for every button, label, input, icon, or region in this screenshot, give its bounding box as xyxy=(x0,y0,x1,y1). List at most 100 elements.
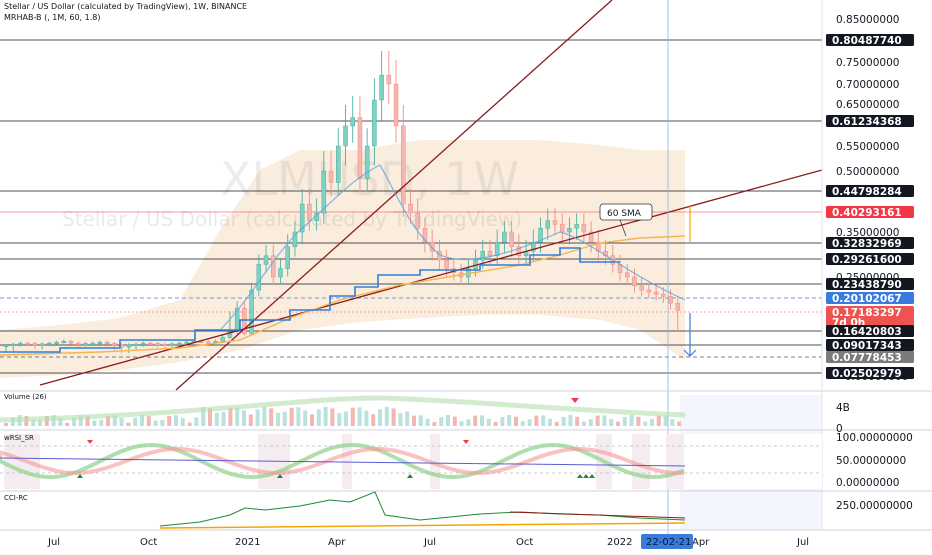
time-label: 2022 xyxy=(607,537,632,548)
volume-bar xyxy=(629,415,634,426)
candle-body xyxy=(567,227,572,233)
wrsi-marker xyxy=(577,474,583,478)
candle-body xyxy=(140,342,146,345)
volume-bar xyxy=(486,418,491,426)
wrsi-scale-label: 0.00000000 xyxy=(836,477,899,489)
volume-bar xyxy=(133,417,138,426)
volume-bar xyxy=(194,417,199,426)
time-label: Apr xyxy=(328,537,346,548)
time-label: Apr xyxy=(692,537,710,548)
candle-body xyxy=(487,250,493,256)
watermark-name: Stellar / US Dollar (calculated by Tradi… xyxy=(62,207,522,231)
candle-body xyxy=(336,145,341,183)
price-badge-label: 0.80487740 xyxy=(832,35,902,47)
volume-bar xyxy=(588,419,593,426)
volume-bar xyxy=(663,415,668,426)
volume-bar xyxy=(85,416,90,426)
wrsi-label: wRSI_SR xyxy=(4,434,34,442)
price-badge xyxy=(826,237,914,249)
volume-bar xyxy=(255,409,260,426)
volume-bar xyxy=(337,412,342,426)
volume-bar xyxy=(112,415,117,426)
volume-bar xyxy=(520,421,525,426)
volume-bar xyxy=(384,407,389,426)
price-badge xyxy=(826,351,914,363)
volume-bar xyxy=(425,418,430,426)
volume-bar xyxy=(452,416,457,426)
candle-body xyxy=(516,246,522,256)
volume-bar xyxy=(262,407,267,426)
volume-bar xyxy=(235,407,240,426)
candle-body xyxy=(249,289,254,334)
volume-bar xyxy=(106,415,110,426)
volume-bar xyxy=(364,410,369,426)
price-badge-label: 0.32832969 xyxy=(832,238,902,250)
volume-bar xyxy=(609,418,614,426)
candle-body xyxy=(401,125,406,205)
volume-bar xyxy=(527,419,532,426)
candle-body xyxy=(328,170,334,183)
candle-body xyxy=(112,343,117,346)
candle-body xyxy=(588,231,594,243)
volume-bar xyxy=(228,407,233,426)
volume-bar xyxy=(466,419,471,426)
volume-bar xyxy=(282,411,287,426)
wrsi-marker xyxy=(87,440,93,444)
price-badge xyxy=(826,339,914,351)
price-badge-label: 0.23438790 xyxy=(832,279,902,291)
price-badge-label: 0.07778453 xyxy=(832,352,902,364)
crosshair-date-badge xyxy=(641,534,693,549)
volume-bar xyxy=(405,411,410,426)
candle-body xyxy=(538,227,543,243)
candle-body xyxy=(162,344,168,347)
volume-bar xyxy=(391,408,396,426)
price-badge xyxy=(826,292,914,304)
volume-bar xyxy=(296,407,301,426)
price-badge-label: 0.20102067 xyxy=(832,293,902,305)
candle-body xyxy=(54,341,59,344)
price-tick-label: 0.70000000 xyxy=(836,79,899,91)
volume-bar xyxy=(582,421,586,426)
volume-bar xyxy=(201,407,206,426)
step-line xyxy=(0,247,620,353)
candle-body xyxy=(509,231,514,247)
time-label: Oct xyxy=(140,537,157,548)
volume-bar xyxy=(38,420,42,426)
candle-body xyxy=(494,241,500,256)
volume-bar xyxy=(670,419,675,426)
price-tick-label: 0.65000000 xyxy=(836,99,899,111)
candle-body xyxy=(184,341,189,344)
volume-bar xyxy=(650,418,654,426)
wrsi-marker xyxy=(463,440,469,444)
volume-bar xyxy=(514,416,518,426)
candle-body xyxy=(292,231,298,247)
time-label: Jul xyxy=(47,537,60,548)
price-badge xyxy=(826,278,914,290)
volume-bar xyxy=(99,420,104,426)
volume-bar xyxy=(575,416,580,426)
time-label: Jul xyxy=(796,537,809,548)
cci-line xyxy=(159,491,686,527)
candle-body xyxy=(343,125,348,147)
trendline-steep xyxy=(175,0,613,391)
volume-bar xyxy=(534,415,539,426)
candle-body xyxy=(90,342,95,345)
candle-body xyxy=(97,341,103,344)
indicator-legend: MRHAB-B (, 1M, 60, 1.8) xyxy=(4,13,101,22)
volume-bar xyxy=(473,415,478,426)
price-tick-label: 0.85000000 xyxy=(836,14,899,26)
wrsi-ma xyxy=(0,457,686,467)
volume-bar xyxy=(500,417,505,426)
wrsi-marker xyxy=(589,474,595,478)
candle-body xyxy=(502,231,507,243)
time-label: Jul xyxy=(423,537,436,548)
cci-signal xyxy=(159,522,686,529)
volume-marker xyxy=(571,398,579,403)
volume-bar xyxy=(126,422,131,426)
volume-bar xyxy=(65,422,70,426)
volume-bar xyxy=(180,418,185,426)
price-badge xyxy=(826,115,914,127)
price-tick-label: 0.75000000 xyxy=(836,57,899,69)
